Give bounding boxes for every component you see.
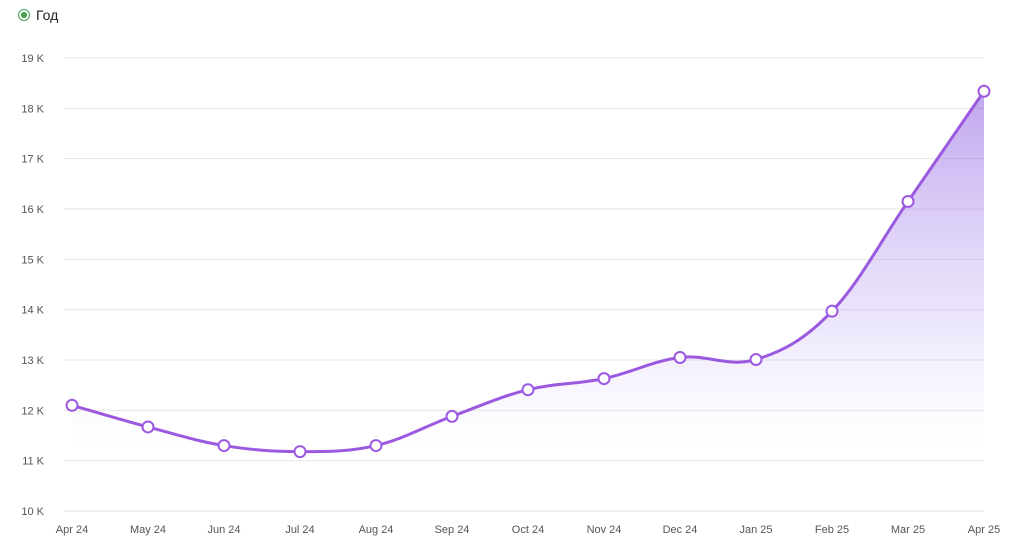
data-point[interactable] <box>521 383 535 397</box>
x-tick-label: Jun 24 <box>207 524 240 536</box>
data-point[interactable] <box>977 84 991 98</box>
data-point[interactable] <box>673 350 687 364</box>
radio-dot <box>21 12 27 18</box>
y-tick-label: 13 K <box>21 355 44 367</box>
x-tick-label: Oct 24 <box>512 524 544 536</box>
x-tick-label: Feb 25 <box>815 524 849 536</box>
data-point[interactable] <box>369 439 383 453</box>
x-tick-label: Apr 24 <box>56 524 88 536</box>
series-area-fill <box>72 91 984 511</box>
x-tick-label: Jul 24 <box>285 524 314 536</box>
y-tick-label: 18 K <box>21 103 44 115</box>
data-point[interactable] <box>749 352 763 366</box>
legend-label: Год <box>36 7 59 23</box>
data-points <box>65 84 991 459</box>
data-point[interactable] <box>217 439 231 453</box>
legend-item-year[interactable]: Год <box>18 7 58 23</box>
y-tick-label: 17 K <box>21 154 44 166</box>
radio-selected-icon <box>18 9 30 21</box>
x-tick-label: Mar 25 <box>891 524 925 536</box>
x-tick-label: May 24 <box>130 524 166 536</box>
y-tick-label: 15 K <box>21 254 44 266</box>
x-tick-label: Jan 25 <box>739 524 772 536</box>
data-point[interactable] <box>141 420 155 434</box>
y-tick-label: 16 K <box>21 204 44 216</box>
y-tick-label: 19 K <box>21 53 44 65</box>
y-tick-label: 14 K <box>21 305 44 317</box>
data-point[interactable] <box>597 372 611 386</box>
data-point[interactable] <box>445 409 459 423</box>
data-point[interactable] <box>901 194 915 208</box>
data-point[interactable] <box>65 398 79 412</box>
x-tick-label: Apr 25 <box>968 524 1000 536</box>
x-tick-label: Sep 24 <box>435 524 470 536</box>
data-point[interactable] <box>293 445 307 459</box>
y-tick-label: 11 K <box>22 456 44 468</box>
x-tick-label: Dec 24 <box>663 524 698 536</box>
x-tick-label: Nov 24 <box>587 524 622 536</box>
data-point[interactable] <box>825 304 839 318</box>
y-tick-label: 10 K <box>21 506 44 518</box>
x-axis-ticks: Apr 24 May 24 Jun 24 Jul 24 Aug 24 Sep 24 Oct … <box>56 524 1000 536</box>
y-tick-label: 12 K <box>21 405 44 417</box>
x-tick-label: Aug 24 <box>359 524 394 536</box>
y-axis-ticks: 10 K 11 K 12 K 13 K 14 K 15 K 16 K 17 K 18 K 19 K <box>21 53 44 518</box>
